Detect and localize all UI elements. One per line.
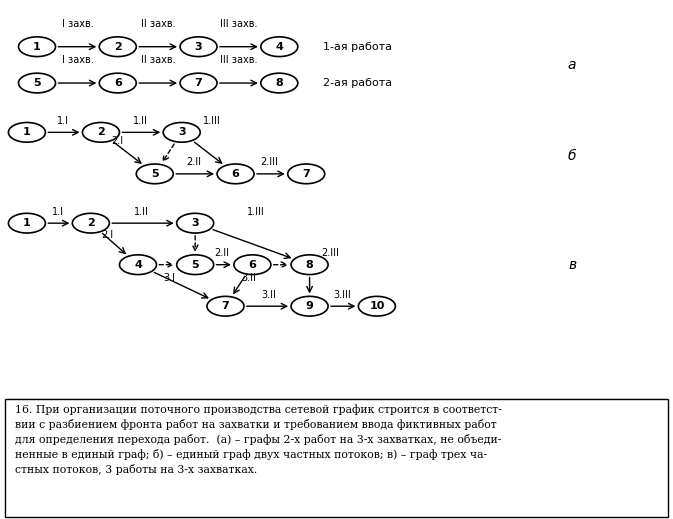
Ellipse shape [72, 213, 109, 233]
Ellipse shape [291, 255, 328, 275]
Text: 2: 2 [97, 127, 105, 138]
Text: 5: 5 [191, 260, 199, 270]
Text: 7: 7 [194, 78, 203, 88]
Text: 2.III: 2.III [260, 157, 278, 167]
Text: 2.II: 2.II [215, 248, 229, 258]
Text: 9: 9 [306, 301, 314, 311]
Ellipse shape [99, 73, 136, 93]
Ellipse shape [234, 255, 271, 275]
Text: 6: 6 [248, 260, 256, 270]
Text: III захв.: III захв. [220, 55, 258, 65]
Text: 6: 6 [232, 169, 240, 179]
Text: 7: 7 [302, 169, 310, 179]
Text: 2.III: 2.III [321, 248, 339, 258]
Text: 1.I: 1.I [52, 207, 64, 217]
Text: 3: 3 [178, 127, 186, 138]
Text: 1: 1 [23, 127, 31, 138]
Text: а: а [568, 58, 576, 72]
Text: 3: 3 [191, 218, 199, 228]
Ellipse shape [176, 213, 213, 233]
Text: 5: 5 [33, 78, 41, 88]
Ellipse shape [180, 73, 217, 93]
Ellipse shape [207, 296, 244, 316]
Ellipse shape [82, 122, 120, 142]
Text: II захв.: II захв. [141, 55, 176, 65]
Text: 3: 3 [194, 42, 203, 52]
Ellipse shape [180, 37, 217, 57]
Ellipse shape [176, 255, 213, 275]
Text: 2.I: 2.I [112, 136, 124, 146]
Ellipse shape [99, 37, 136, 57]
Ellipse shape [8, 122, 46, 142]
Text: 8: 8 [306, 260, 314, 270]
Text: в: в [568, 258, 576, 271]
Text: 1.III: 1.III [203, 116, 221, 126]
Text: 1.III: 1.III [247, 207, 264, 217]
Ellipse shape [120, 255, 156, 275]
Ellipse shape [260, 73, 297, 93]
Text: I захв.: I захв. [61, 19, 94, 29]
Ellipse shape [8, 213, 46, 233]
Text: 2-ая работа: 2-ая работа [323, 78, 392, 88]
Text: 4: 4 [134, 260, 142, 270]
Text: 1.I: 1.I [57, 116, 69, 126]
Ellipse shape [358, 296, 396, 316]
Ellipse shape [19, 37, 55, 57]
Text: 10: 10 [369, 301, 384, 311]
Text: 3.II: 3.II [242, 273, 256, 283]
Ellipse shape [164, 122, 201, 142]
Text: б: б [568, 149, 576, 162]
Text: 2: 2 [114, 42, 122, 52]
Ellipse shape [288, 164, 325, 184]
Text: 1: 1 [23, 218, 31, 228]
Ellipse shape [217, 164, 254, 184]
Text: 16. При организации поточного производства сетевой график строится в соответст-
: 16. При организации поточного производст… [15, 404, 501, 475]
Text: 7: 7 [221, 301, 229, 311]
Ellipse shape [291, 296, 328, 316]
Text: 6: 6 [114, 78, 122, 88]
Ellipse shape [19, 73, 55, 93]
Text: 2.I: 2.I [102, 230, 114, 240]
Text: 4: 4 [275, 42, 283, 52]
Text: I захв.: I захв. [61, 55, 94, 65]
Text: 1-ая работа: 1-ая работа [323, 42, 392, 52]
Ellipse shape [260, 37, 297, 57]
Text: 5: 5 [151, 169, 159, 179]
Ellipse shape [137, 164, 174, 184]
Text: 3.II: 3.II [262, 290, 277, 300]
Text: 8: 8 [275, 78, 283, 88]
FancyBboxPatch shape [5, 399, 668, 517]
Text: 1.II: 1.II [134, 207, 149, 217]
Text: 3.III: 3.III [333, 290, 351, 300]
Text: 1.II: 1.II [133, 116, 147, 126]
Text: 1: 1 [33, 42, 41, 52]
Text: III захв.: III захв. [220, 19, 258, 29]
Text: 3.I: 3.I [164, 273, 176, 283]
Text: II захв.: II захв. [141, 19, 176, 29]
Text: 2: 2 [87, 218, 95, 228]
Text: 2.II: 2.II [186, 157, 201, 167]
